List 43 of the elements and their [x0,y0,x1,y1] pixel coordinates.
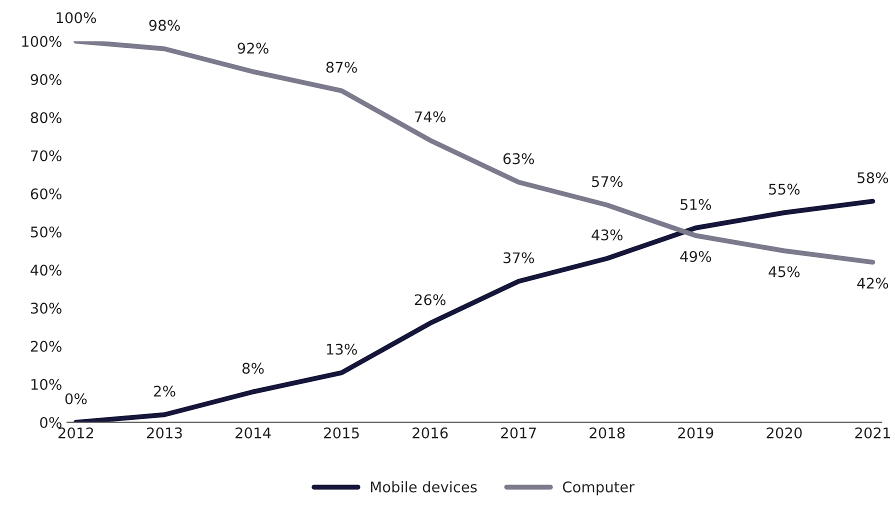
y-tick-label: 0% [40,417,62,428]
y-tick-label: 10% [31,378,62,390]
y-tick-label: 50% [30,226,62,238]
data-label: 58% [858,172,888,184]
x-tick-label: 2015 [324,427,359,438]
data-label: 45% [768,266,800,278]
data-label: 13% [326,344,357,355]
x-tick-label: 2014 [236,427,271,438]
y-tick-label: 70% [31,150,62,162]
data-label: 51% [680,198,712,210]
x-tick-label: 2019 [678,427,714,438]
data-label: 98% [149,20,180,31]
data-label: 42% [857,278,888,289]
legend-label: Computer [562,481,635,496]
data-label: 74% [415,111,446,122]
data-label: 87% [326,62,357,73]
y-tick-label: 20% [30,340,62,352]
data-label: 49% [680,250,712,262]
data-label: 37% [504,252,534,264]
data-label: 100% [56,12,96,24]
data-label: 92% [238,42,268,54]
data-label: 43% [592,229,623,240]
legend-label: Mobile devices [370,481,477,492]
x-tick-label: 2020 [766,427,802,438]
x-tick-label: 2021 [855,427,890,438]
x-tick-label: 2016 [412,427,448,438]
x-tick-label: 2017 [501,427,536,438]
data-label: 2% [154,386,176,397]
x-tick-label: 2018 [590,427,625,438]
y-tick-label: 90% [30,74,62,86]
y-tick-label: 60% [30,188,62,200]
y-tick-label: 40% [30,264,62,276]
data-label: 8% [242,362,264,374]
x-tick-label: 2012 [58,427,94,438]
y-tick-label: 100% [22,36,62,47]
data-label: 55% [769,184,800,195]
data-label: 0% [65,393,87,404]
y-tick-label: 80% [30,112,62,124]
data-label: 26% [414,294,446,306]
y-tick-label: 30% [30,302,62,314]
x-tick-label: 2013 [147,427,182,438]
data-label: 63% [503,153,534,164]
data-label: 57% [592,176,623,188]
